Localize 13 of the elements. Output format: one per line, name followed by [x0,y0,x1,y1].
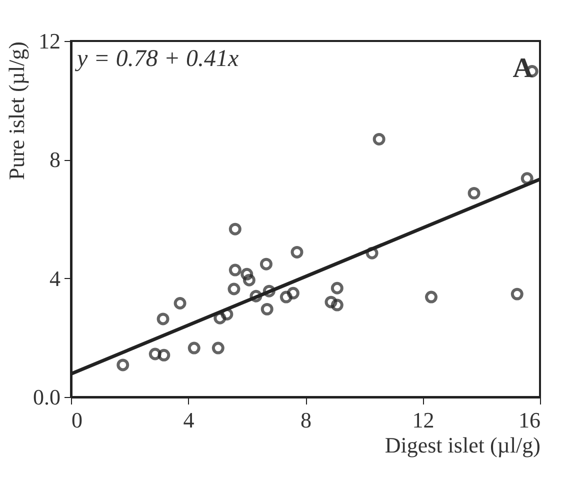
y-tick-label: 12 [38,28,60,54]
y-tick-label: 8 [50,147,60,172]
x-tick-label: 0 [72,408,82,432]
x-tick-label: 4 [183,408,194,432]
x-tick-label: 12 [412,408,434,432]
y-axis-title: Pure islet (µl/g) [4,42,29,180]
x-axis-title: Digest islet (µl/g) [384,432,540,458]
annotation: A [512,53,534,84]
y-tick-label: 0.0 [33,384,60,410]
annotation: y = 0.78 + 0.41x [75,46,240,72]
y-tick-label: 4 [50,266,60,291]
x-tick-label: 16 [518,408,540,432]
x-tick-label: 8 [300,408,312,432]
